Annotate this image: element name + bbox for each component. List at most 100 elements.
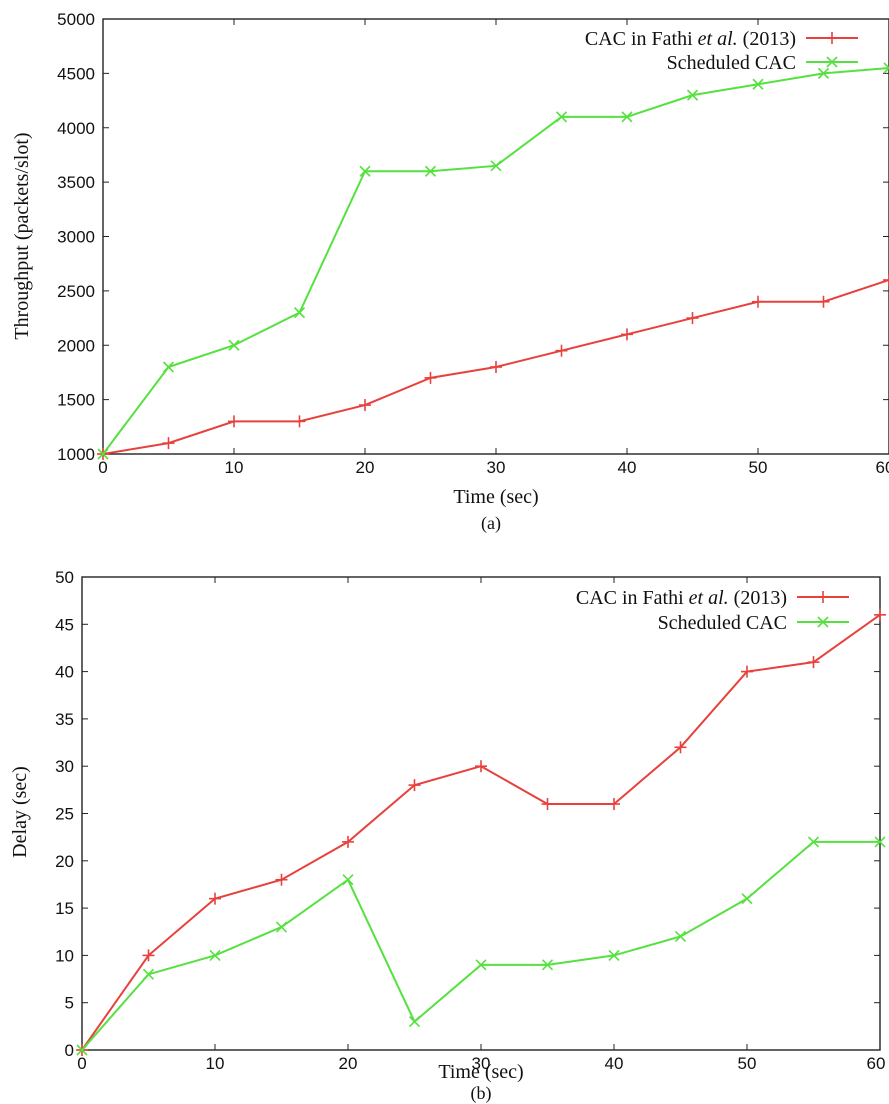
throughput-series-1-point (621, 111, 633, 123)
delay-series-1-point (674, 930, 687, 943)
delay-series-0-line (81, 614, 881, 1051)
throughput-series-0-point (490, 361, 502, 373)
delay-y-tick-label: 35 (55, 710, 74, 729)
delay-series-1-point (275, 921, 288, 933)
throughput-x-tick-label: 0 (98, 458, 107, 477)
throughput-series-1-point (686, 89, 699, 101)
throughput-legend-label-1: Scheduled CAC (667, 52, 796, 74)
delay-series-0-point (874, 608, 886, 621)
delay-y-tick-label: 20 (55, 852, 74, 871)
throughput-y-tick-label: 4500 (57, 64, 95, 83)
throughput-y-tick-label: 2000 (57, 336, 95, 355)
throughput-chart: 0 10 20 30 40 50 60 1000 1500 2000 2500 3000 3500 400… (11, 10, 889, 534)
throughput-series-0-point (686, 312, 699, 325)
delay-series-0-point (541, 798, 554, 811)
delay-series-0-point (142, 949, 155, 962)
throughput-legend-marker-1 (826, 56, 838, 68)
delay-y-tick-label: 30 (55, 757, 74, 776)
throughput-series (97, 62, 889, 460)
throughput-series-1-point (97, 448, 109, 460)
throughput-y-tick-label: 3000 (57, 228, 95, 247)
delay-series-0-point (275, 873, 288, 886)
throughput-series-0-point (555, 344, 568, 357)
delay-x-tick-label: 20 (339, 1054, 358, 1073)
throughput-caption: (a) (481, 513, 501, 534)
delay-series-1-point (209, 949, 221, 961)
delay-series-1-point (807, 836, 820, 848)
delay-caption: (b) (471, 1083, 492, 1104)
delay-series-1-line (81, 840, 880, 1051)
delay-series-0-point (741, 665, 753, 678)
delay-series-0-point (608, 798, 620, 811)
throughput-series-1-point (883, 62, 889, 74)
delay-y-tick-label: 0 (65, 1041, 74, 1060)
throughput-x-tick-label: 40 (618, 458, 637, 477)
throughput-x-tick-label: 20 (356, 458, 375, 477)
delay-x-tick-label: 10 (206, 1054, 225, 1073)
throughput-series-1-point (817, 67, 830, 79)
delay-y-tick-label: 45 (55, 615, 74, 634)
throughput-y-tick-label: 4000 (57, 119, 95, 138)
delay-x-tick-label: 0 (77, 1054, 86, 1073)
delay-series-1-point (342, 874, 354, 886)
throughput-series-0-point (293, 415, 306, 428)
throughput-series-1-point (162, 361, 175, 373)
delay-legend-label-0: CAC in Fathi et al. (2013) (576, 587, 787, 609)
delay-ticks: 0 10 20 30 40 50 60 0 5 10 15 20 25 30 35 40 45 50 (55, 568, 885, 1073)
throughput-ticks: 0 10 20 30 40 50 60 1000 1500 2000 2500 3000 3500 400… (57, 10, 889, 477)
delay-x-tick-label: 30 (472, 1054, 491, 1073)
delay-series-1-point (541, 959, 554, 971)
throughput-y-tick-label: 1000 (57, 445, 95, 464)
delay-x-tick-label: 40 (605, 1054, 624, 1073)
throughput-series-0-point (424, 371, 437, 384)
throughput-legend: CAC in Fathi et al. (2013)Scheduled CAC (585, 28, 858, 74)
delay-chart: 0 10 20 30 40 50 60 0 5 10 15 20 25 30 35 40 45 50 CAC in… (9, 568, 886, 1104)
throughput-plot-frame (102, 18, 889, 455)
throughput-series-1-line (102, 66, 889, 455)
throughput-series-0-point (359, 399, 371, 412)
delay-legend-marker-1 (817, 616, 829, 628)
delay-x-tick-label: 60 (867, 1054, 886, 1073)
delay-legend-label-part: (2013) (729, 587, 787, 609)
delay-y-tick-label: 10 (55, 946, 74, 965)
throughput-series-1-point (555, 111, 568, 123)
delay-series-1-point (408, 1016, 421, 1028)
throughput-series-1-point (424, 165, 437, 177)
throughput-series-0-point (817, 295, 830, 308)
throughput-series-1-point (228, 339, 240, 351)
throughput-legend-marker-0 (826, 32, 838, 44)
throughput-x-tick-label: 60 (876, 458, 889, 477)
throughput-series-0-point (621, 328, 633, 341)
delay-legend-marker-0 (817, 591, 829, 603)
delay-series-0-point (674, 741, 687, 754)
delay-series-0-point (408, 779, 421, 792)
throughput-series-0-point (752, 295, 764, 308)
throughput-y-tick-label: 3500 (57, 173, 95, 192)
delay-y-axis-label: Delay (sec) (9, 766, 31, 858)
delay-y-tick-label: 25 (55, 805, 74, 824)
throughput-series-1-point (752, 78, 764, 90)
delay-series-0-point (807, 656, 820, 669)
throughput-x-tick-label: 10 (225, 458, 244, 477)
throughput-legend-label-part: et al. (698, 28, 738, 50)
throughput-x-tick-label: 30 (487, 458, 506, 477)
delay-series-1-point (741, 893, 753, 905)
delay-series-1-point (874, 836, 886, 848)
delay-legend-label-part: et al. (689, 587, 729, 609)
throughput-y-axis-label: Throughput (packets/slot) (11, 132, 33, 339)
throughput-series-1-point (490, 160, 502, 172)
delay-series-1-point (76, 1044, 88, 1056)
delay-series-0-point (475, 760, 487, 773)
delay-legend-label-1: Scheduled CAC (658, 612, 787, 634)
throughput-series-0-point (228, 415, 240, 428)
throughput-legend-label-part: CAC in Fathi (585, 28, 698, 50)
throughput-series-1-point (293, 307, 306, 319)
throughput-series-0-point (162, 437, 175, 450)
throughput-series-0-point (883, 274, 889, 286)
delay-legend-label-part: CAC in Fathi (576, 587, 689, 609)
delay-series-1-point (142, 968, 155, 980)
throughput-y-tick-label: 2500 (57, 282, 95, 301)
delay-series-0-point (209, 892, 221, 905)
throughput-series-1-point (359, 165, 371, 177)
